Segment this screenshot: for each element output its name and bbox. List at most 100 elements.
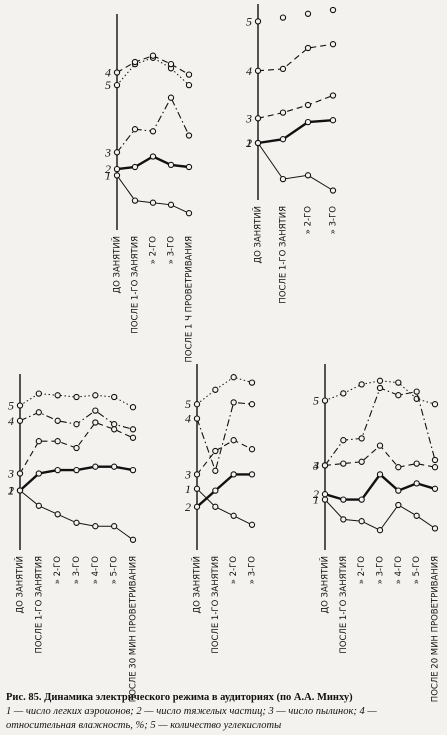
point [358, 518, 365, 525]
point [304, 44, 312, 52]
series-label: 2 [105, 162, 111, 176]
point [279, 136, 287, 143]
series-label: 4 [8, 414, 14, 428]
point [185, 81, 193, 89]
point [304, 101, 312, 109]
series-label: 5 [313, 394, 319, 408]
point [321, 397, 329, 404]
category-label: » 4-ГО [91, 556, 101, 585]
point [431, 456, 439, 464]
point [185, 132, 193, 139]
series-label: 1 [313, 493, 319, 507]
series-line [116, 55, 190, 76]
category-label: ДО ЗАНЯТИЙ [252, 206, 264, 264]
category-label: ДО ЗАНЯТИЙ [111, 236, 123, 294]
point [304, 172, 312, 179]
point [431, 485, 439, 492]
point [185, 71, 193, 78]
category-label: » 5-ГО [412, 556, 422, 585]
category-label: » 4-ГО [394, 556, 404, 585]
category-label: » 5-ГО [110, 556, 120, 585]
point [129, 426, 137, 433]
series-line [257, 43, 334, 72]
point [73, 393, 80, 401]
category-label: » 2-ГО [229, 556, 239, 585]
point [329, 41, 337, 48]
point [340, 496, 347, 503]
point [340, 460, 347, 467]
point [230, 437, 237, 444]
point [254, 139, 262, 147]
point [395, 487, 402, 494]
point [279, 175, 287, 183]
point [73, 444, 80, 452]
series-label: 3 [184, 467, 191, 481]
series-label: 4 [246, 64, 252, 78]
point [131, 58, 139, 66]
point [92, 419, 99, 426]
point [340, 516, 347, 523]
point [167, 60, 175, 68]
series-line [196, 439, 253, 475]
point [129, 404, 137, 411]
point [340, 390, 347, 397]
series-label: 2 [313, 487, 319, 501]
series-label: 1 [246, 136, 252, 150]
point [113, 149, 121, 156]
point [35, 470, 42, 477]
point [129, 466, 137, 474]
point [193, 471, 201, 478]
point [329, 92, 337, 99]
point [35, 390, 42, 397]
point [254, 115, 262, 122]
point [413, 512, 420, 519]
point [376, 471, 384, 478]
point [92, 463, 99, 470]
point [73, 421, 80, 428]
point [279, 65, 287, 73]
series-label: 5 [105, 78, 111, 92]
point [54, 417, 61, 424]
point [230, 471, 237, 478]
series-label: 4 [313, 458, 319, 472]
category-label: » 3-ГО [329, 206, 339, 235]
category-label: » 2-ГО [304, 206, 314, 235]
point [35, 409, 42, 416]
series-label: 4 [185, 412, 191, 426]
point [248, 446, 256, 453]
point [230, 399, 237, 406]
series-line [257, 119, 334, 145]
series-line [257, 94, 334, 119]
category-label: » 3-ГО [376, 556, 386, 585]
series-label: 3 [245, 111, 252, 125]
point [131, 126, 139, 133]
point [54, 438, 61, 445]
category-label: ПОСЛЕ 1-ГО ЗАНЯТИЯ [339, 556, 349, 654]
point [149, 52, 157, 59]
series-line [116, 57, 190, 86]
series-label: 3 [7, 467, 14, 481]
point [73, 466, 80, 474]
series-label: 3 [312, 458, 319, 472]
caption-title: Рис. 85. Динамика электрического режима … [6, 692, 353, 703]
series-line [257, 142, 334, 191]
point [167, 94, 175, 101]
point [321, 496, 329, 503]
point [212, 386, 219, 393]
point [248, 401, 256, 408]
point [16, 487, 24, 494]
point [193, 415, 201, 422]
point [376, 442, 384, 449]
point [358, 381, 365, 388]
caption-legend: относительная влажность, %; 5 — количест… [6, 720, 281, 731]
point [113, 172, 121, 179]
point [413, 460, 420, 467]
series-label: 2 [8, 484, 14, 498]
point [413, 480, 420, 487]
point [358, 435, 365, 442]
point [413, 388, 420, 395]
point [248, 471, 256, 478]
series-line [196, 376, 253, 405]
point [113, 69, 121, 76]
